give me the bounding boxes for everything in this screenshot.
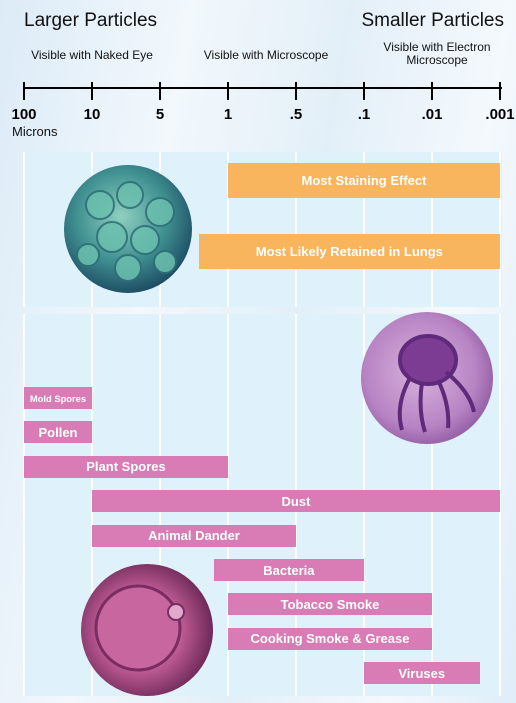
right-heading: Smaller Particles bbox=[361, 10, 504, 31]
x-tick-label: .001 bbox=[485, 106, 515, 123]
range-bar: Mold Spores bbox=[24, 387, 92, 409]
range-bar: Viruses bbox=[364, 662, 480, 685]
x-tick-label: .1 bbox=[357, 106, 371, 123]
range-bar: Tobacco Smoke bbox=[228, 593, 432, 616]
illustration bbox=[64, 165, 493, 696]
range-bar: Pollen bbox=[24, 421, 92, 444]
unit-label: Microns bbox=[12, 124, 58, 139]
visibility-label: Visible with Microscope bbox=[203, 48, 329, 62]
bar-label: Most Likely Retained in Lungs bbox=[255, 244, 443, 259]
range-bar: Cooking Smoke & Grease bbox=[228, 627, 432, 650]
bar-label: Pollen bbox=[38, 424, 78, 440]
bar-label: Mold Spores bbox=[29, 392, 87, 404]
x-tick-label: 5 bbox=[155, 106, 165, 123]
range-bar: Most Staining Effect bbox=[228, 163, 500, 198]
bar-label: Cooking Smoke & Grease bbox=[250, 631, 410, 647]
cell bbox=[94, 584, 182, 672]
bar-label: Tobacco Smoke bbox=[280, 596, 380, 612]
range-bar: Plant Spores bbox=[24, 455, 228, 478]
visibility-label: Visible with Naked Eye bbox=[31, 48, 153, 62]
nucleus bbox=[167, 603, 185, 621]
bar-label: Bacteria bbox=[263, 562, 315, 578]
range-bar: Animal Dander bbox=[92, 524, 296, 547]
x-tick-label: .01 bbox=[421, 106, 443, 123]
x-tick-label: .5 bbox=[289, 106, 303, 123]
bar-label: Animal Dander bbox=[148, 528, 240, 544]
range-bar: Most Likely Retained in Lungs bbox=[198, 234, 500, 269]
bar-label: Plant Spores bbox=[86, 459, 166, 475]
range-bar: Bacteria bbox=[213, 559, 364, 581]
x-tick-label: 1 bbox=[223, 106, 233, 123]
cells bbox=[76, 181, 177, 282]
mite bbox=[397, 334, 476, 433]
range-bar: Dust bbox=[92, 490, 500, 513]
left-heading: Larger Particles bbox=[24, 10, 158, 31]
x-tick-label: 100 bbox=[11, 106, 37, 123]
visibility-label: Visible with Electron Microscope bbox=[383, 40, 491, 67]
bar-label: Dust bbox=[281, 493, 311, 509]
x-tick-label: 10 bbox=[83, 106, 101, 123]
bar-label: Viruses bbox=[398, 665, 446, 681]
bar-label: Most Staining Effect bbox=[301, 173, 427, 188]
